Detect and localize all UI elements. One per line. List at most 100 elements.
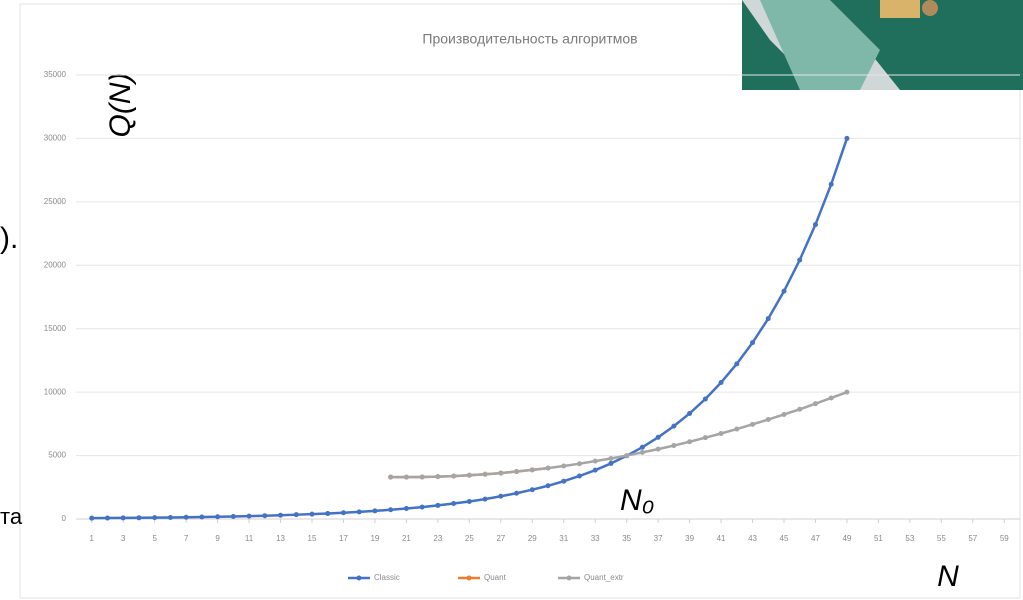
point xyxy=(546,483,551,488)
point xyxy=(703,435,708,440)
legend-marker xyxy=(357,576,362,581)
point xyxy=(404,475,409,480)
point xyxy=(451,501,456,506)
x-tick-label: 19 xyxy=(370,534,379,543)
point xyxy=(467,499,472,504)
legend-label: Quant_extr xyxy=(584,573,624,582)
point xyxy=(152,515,157,520)
photo xyxy=(742,0,1023,90)
point xyxy=(498,471,503,476)
x-tick-label: 3 xyxy=(121,534,126,543)
point xyxy=(608,461,613,466)
y-tick-label: 35000 xyxy=(44,70,67,79)
x-tick-label: 11 xyxy=(245,534,254,543)
x-tick-label: 59 xyxy=(1000,534,1009,543)
point xyxy=(341,510,346,515)
x-tick-label: 1 xyxy=(90,534,95,543)
point xyxy=(844,136,849,141)
point xyxy=(782,289,787,294)
point xyxy=(561,479,566,484)
point xyxy=(278,513,283,518)
x-tick-label: 29 xyxy=(528,534,537,543)
y-tick-label: 30000 xyxy=(44,134,67,143)
point xyxy=(546,466,551,471)
point xyxy=(734,361,739,366)
point xyxy=(813,222,818,227)
x-tick-label: 51 xyxy=(874,534,883,543)
x-tick-label: 15 xyxy=(308,534,317,543)
point xyxy=(231,514,236,519)
legend-label: Quant xyxy=(484,573,507,582)
point xyxy=(435,474,440,479)
point xyxy=(388,507,393,512)
point xyxy=(829,182,834,187)
x-tick-label: 37 xyxy=(654,534,663,543)
point xyxy=(577,473,582,478)
x-tick-label: 21 xyxy=(402,534,411,543)
point xyxy=(105,516,110,521)
point xyxy=(483,497,488,502)
point xyxy=(734,427,739,432)
point xyxy=(719,380,724,385)
point xyxy=(813,401,818,406)
x-tick-label: 35 xyxy=(622,534,631,543)
x-tick-label: 13 xyxy=(276,534,285,543)
point xyxy=(89,516,94,521)
point xyxy=(136,515,141,520)
point xyxy=(624,453,629,458)
y-tick-label: 25000 xyxy=(44,197,67,206)
point xyxy=(168,515,173,520)
x-tick-label: 17 xyxy=(339,534,348,543)
point xyxy=(310,512,315,517)
x-tick-label: 9 xyxy=(215,534,220,543)
point xyxy=(451,474,456,479)
point xyxy=(199,514,204,519)
point xyxy=(593,468,598,473)
x-tick-label: 23 xyxy=(433,534,442,543)
point xyxy=(514,469,519,474)
annotation: та xyxy=(0,504,23,529)
point xyxy=(420,475,425,480)
point xyxy=(640,450,645,455)
slide: Производительность алгоритмов Q(N) N 050… xyxy=(0,0,1023,600)
x-tick-label: 49 xyxy=(842,534,851,543)
x-axis-label: N xyxy=(937,560,959,593)
point xyxy=(750,422,755,427)
legend-label: Classic xyxy=(374,573,400,582)
x-tick-label: 25 xyxy=(465,534,474,543)
point xyxy=(640,445,645,450)
legend-marker xyxy=(467,576,472,581)
chart-title: Производительность алгоритмов xyxy=(422,31,637,47)
x-tick-label: 31 xyxy=(559,534,568,543)
y-tick-label: 10000 xyxy=(44,387,67,396)
point xyxy=(656,447,661,452)
point xyxy=(797,407,802,412)
y-axis-label: Q(N) xyxy=(104,73,137,138)
x-tick-label: 33 xyxy=(591,534,600,543)
y-tick-label: 20000 xyxy=(44,260,67,269)
point xyxy=(656,435,661,440)
x-tick-label: 47 xyxy=(811,534,820,543)
point xyxy=(671,443,676,448)
point xyxy=(561,463,566,468)
point xyxy=(530,487,535,492)
point xyxy=(215,514,220,519)
point xyxy=(184,515,189,520)
point xyxy=(357,509,362,514)
point xyxy=(593,459,598,464)
point xyxy=(420,505,425,510)
point xyxy=(577,461,582,466)
point xyxy=(325,511,330,516)
point xyxy=(608,456,613,461)
point xyxy=(719,431,724,436)
point xyxy=(671,424,676,429)
point xyxy=(262,513,267,518)
point xyxy=(404,506,409,511)
point xyxy=(844,390,849,395)
point xyxy=(294,512,299,517)
point xyxy=(467,473,472,478)
point xyxy=(766,316,771,321)
point xyxy=(247,514,252,519)
point xyxy=(514,491,519,496)
y-tick-label: 15000 xyxy=(44,324,67,333)
